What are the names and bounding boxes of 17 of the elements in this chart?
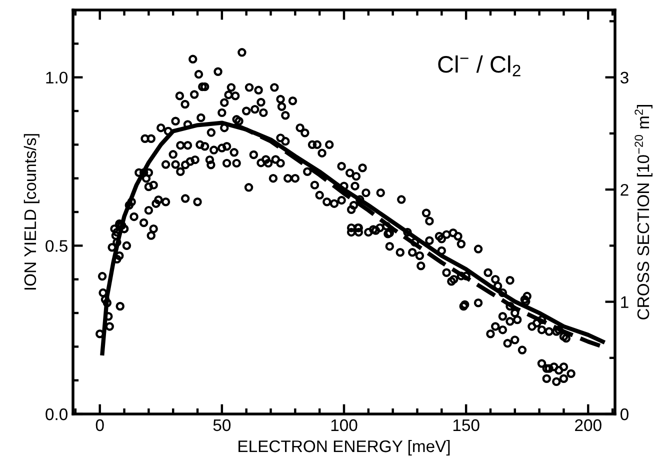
y2-tick-label: 0 [620,408,628,420]
y-axis-title: ION YIELD [counts/s] [24,134,40,290]
y2-tick-label: 1 [621,296,628,308]
y-tick-label: 1.0 [46,72,68,84]
y2-axis-title: CROSS SECTION [10$^{−20}$ m$^{2}$] [634,105,652,320]
y2-tick-label: 3 [620,72,628,84]
annotation: Cl$^{−}$ / Cl$_{2}$ [438,55,520,76]
x-tick-label: 50 [213,419,231,432]
x-axis-title: ELECTRON ENERGY [meV] [238,440,450,456]
line-series [100,120,605,356]
x-tick-label: 200 [575,419,602,432]
x-tick-label: 0 [96,419,104,432]
y2-tick-label: 2 [620,184,628,196]
x-tick-label: 100 [331,419,358,432]
y-tick-label: 0.0 [46,408,68,420]
x-tick-label: 150 [453,419,480,432]
y-tick-label: 0.5 [46,240,68,252]
